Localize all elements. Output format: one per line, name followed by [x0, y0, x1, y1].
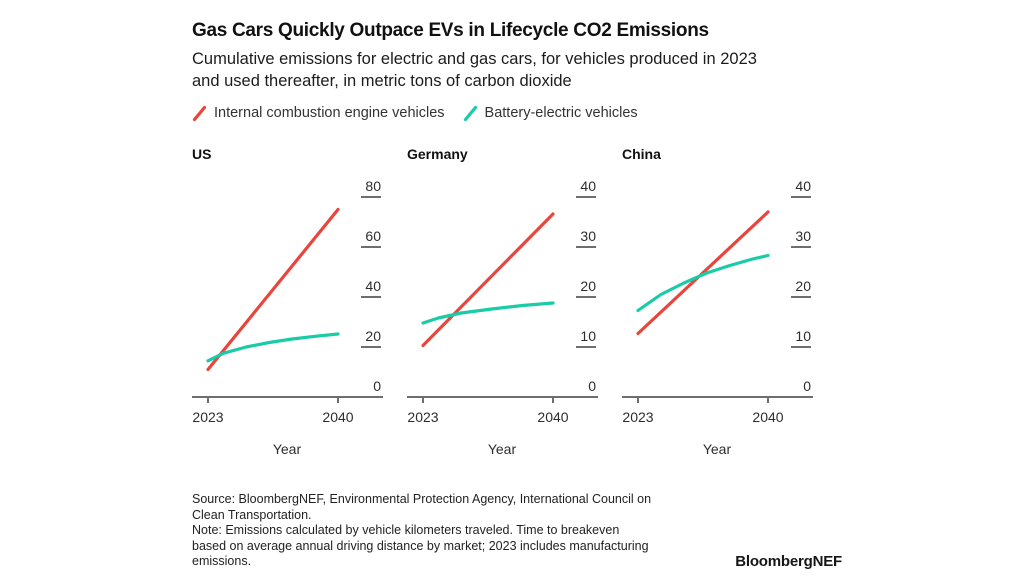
legend: Internal combustion engine vehicles Batt… — [192, 104, 836, 122]
subtitle-line-2: and used thereafter, in metric tons of c… — [192, 72, 572, 90]
source-line-2: Clean Transportation. — [192, 507, 312, 522]
x-tick-label: 2023 — [622, 409, 653, 425]
legend-label-ev: Battery-electric vehicles — [484, 105, 638, 121]
y-tick-label: 10 — [795, 328, 811, 344]
series-line-ev — [206, 332, 340, 363]
y-tick-label: 0 — [588, 378, 596, 394]
legend-item-ice: Internal combustion engine vehicles — [192, 105, 445, 122]
y-tick-label: 0 — [803, 378, 811, 394]
y-tick-label: 40 — [580, 178, 596, 194]
chart-title-us: US — [192, 146, 212, 162]
subtitle: Cumulative emissions for electric and ga… — [192, 48, 836, 92]
x-tick-label: 2023 — [192, 409, 223, 425]
x-tick-label: 2023 — [407, 409, 438, 425]
series-line-ev — [636, 253, 770, 313]
y-tick-label: 30 — [580, 228, 596, 244]
legend-item-ev: Battery-electric vehicles — [463, 105, 638, 122]
chart-graphic: Gas Cars Quickly Outpace EVs in Lifecycl… — [192, 0, 842, 570]
series-line-ice — [421, 212, 555, 348]
series-line-ev — [421, 301, 555, 325]
y-tick-label: 20 — [580, 278, 596, 294]
subtitle-line-1: Cumulative emissions for electric and ga… — [192, 50, 757, 68]
source-line-1: Source: BloombergNEF, Environmental Prot… — [192, 492, 652, 506]
y-tick-label: 20 — [365, 328, 381, 344]
x-tick-label: 2040 — [752, 409, 783, 425]
legend-label-ice: Internal combustion engine vehicles — [214, 105, 445, 121]
x-tick-label: 2040 — [322, 409, 353, 425]
note-line-2: based on average annual driving distance… — [192, 538, 649, 553]
ice-line-swatch-icon — [192, 105, 207, 121]
series-line-ice — [636, 210, 770, 336]
x-tick-label: 2040 — [537, 409, 568, 425]
y-tick-label: 30 — [795, 228, 811, 244]
chart-title-china: China — [622, 146, 661, 162]
y-tick-label: 10 — [580, 328, 596, 344]
y-tick-label: 20 — [795, 278, 811, 294]
chart-plot-germany: 40 30 20 10 0 2023 2040 Year — [407, 178, 598, 457]
small-multiples-row: US 80 60 40 20 0 2023 2040 Year Germany 40 30 20 1… — [192, 146, 836, 460]
bloombergnef-logo: BloombergNEF — [735, 552, 842, 570]
x-axis-title: Year — [273, 441, 302, 457]
y-tick-label: 40 — [365, 278, 381, 294]
chart-plot-us: 80 60 40 20 0 2023 2040 Year — [192, 178, 383, 457]
y-tick-label: 0 — [373, 378, 381, 394]
ev-line-swatch-icon — [463, 105, 477, 121]
page-title: Gas Cars Quickly Outpace EVs in Lifecycl… — [192, 20, 709, 41]
y-tick-label: 40 — [795, 178, 811, 194]
x-axis-title: Year — [488, 441, 517, 457]
chart-us: US 80 60 40 20 0 2023 2040 Year — [192, 146, 385, 460]
footer: Source: BloombergNEF, Environmental Prot… — [192, 492, 842, 570]
y-tick-label: 60 — [365, 228, 381, 244]
chart-germany: Germany 40 30 20 10 0 2023 2040 Year — [407, 146, 600, 460]
note-line-1: Note: Emissions calculated by vehicle ki… — [192, 523, 620, 537]
chart-plot-china: 40 30 20 10 0 2023 2040 Year — [622, 178, 813, 457]
chart-china: China 40 30 20 10 0 2023 2040 Year — [622, 146, 815, 460]
x-axis-title: Year — [703, 441, 732, 457]
y-tick-label: 80 — [365, 178, 381, 194]
note-line-3: emissions. — [192, 554, 252, 568]
chart-title-germany: Germany — [407, 146, 468, 162]
series-line-ice — [206, 207, 340, 372]
